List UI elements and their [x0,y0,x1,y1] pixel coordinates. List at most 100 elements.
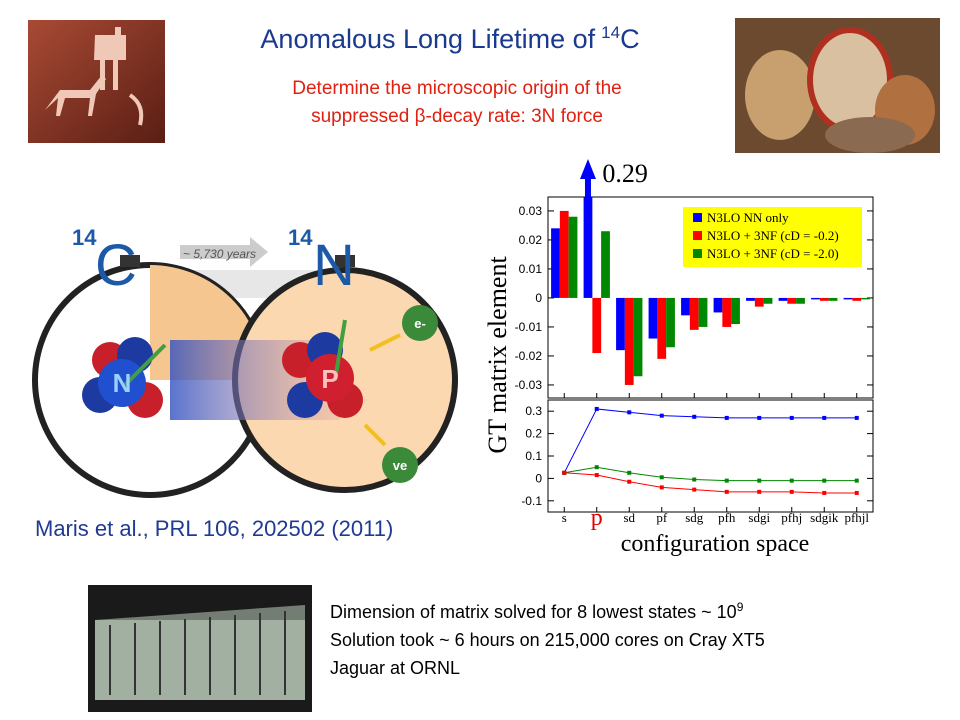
bar [763,297,773,304]
note: Jaguar at ORNL [330,658,460,678]
bar [796,297,805,304]
legend-label: N3LO + 3NF (cD = -2.0) [707,246,839,261]
half-life: ~ 5,730 years [183,247,256,261]
x-tick-label: sd [623,510,635,525]
decay-illustration [32,237,458,498]
bar [828,297,838,301]
y-axis-label: GT matrix element [483,256,512,454]
note-superscript: 9 [737,600,744,614]
x-tick-label: pfh [718,510,736,525]
bar [681,297,690,316]
petroglyph-image [28,20,165,143]
point [627,410,632,415]
point [789,415,794,420]
legend-swatch [693,249,702,258]
y-tick-label: 0.03 [519,204,543,218]
x-tick-label: pfhj [781,510,802,525]
point [822,478,827,483]
point [627,479,632,484]
line-series [564,472,857,494]
point [594,406,599,411]
point [822,490,827,495]
neutron-label: N [113,368,132,398]
point [854,415,859,420]
bar [633,297,643,377]
x-tick-label: sdg [685,510,704,525]
point [692,477,697,482]
point [562,470,567,475]
point [594,473,599,478]
bar [722,297,732,327]
bar [698,297,708,327]
overflow-arrow [579,159,596,199]
bar [819,297,829,301]
point [757,415,762,420]
point [659,413,664,418]
x-tick-label: pfhjl [844,510,869,525]
point [692,414,697,419]
citation: Maris et al., PRL 106, 202502 (2011) [35,516,393,541]
note: Dimension of matrix solved for 8 lowest … [330,600,744,622]
point [659,485,664,490]
y-tick-label: 0.3 [525,404,542,418]
bar [731,297,740,325]
x-axis-label: configuration space [621,531,810,557]
value-label: 0.29 [602,159,648,188]
bar [616,297,625,351]
bars [551,197,870,385]
bar [778,297,788,301]
point [854,478,859,483]
bar [648,297,658,339]
legend-label: N3LO + 3NF (cD = -0.2) [707,228,839,243]
note-text: Dimension of matrix solved for 8 lowest … [330,602,737,622]
x-tick-label: p [591,505,603,531]
bar [583,197,593,298]
bar [787,297,797,304]
y-tick-label: 0.02 [519,233,543,247]
title-text: Anomalous Long Lifetime of [260,24,595,54]
line-series [563,408,857,474]
bar [666,297,675,348]
bar [811,297,820,300]
point [659,475,664,480]
daughter-symbol: N [313,233,355,298]
note: Solution took ~ 6 hours on 215,000 cores… [330,630,765,650]
x-tick-label: s [562,510,567,525]
bar [861,297,870,300]
bar [559,210,569,298]
x-tick-label: sdgik [810,510,839,525]
y-tick-label: -0.02 [515,349,543,363]
y-tick-label: 0.2 [525,427,542,441]
y-tick-label: 0 [535,471,542,485]
neutrino-label: ve [393,458,407,473]
gt-chart: -0.03 -0.02 -0.01 0 0.01 0.02 0.03 0.29 N3LO NN … [483,159,874,557]
title-element: C [620,24,640,54]
bar [843,297,853,300]
y-tick-label: 0.01 [519,262,543,276]
point [594,465,599,470]
title-superscript: 14 [601,23,620,42]
y-tick-label: -0.1 [521,494,542,508]
bar [713,297,723,313]
y-tick-label: 0 [535,291,542,305]
point [757,478,762,483]
bar [592,297,602,354]
y-tick-label: -0.03 [515,378,543,392]
bar [624,297,634,385]
point [724,415,729,420]
point [854,490,859,495]
legend-swatch [693,231,702,240]
daughter-mass: 14 [288,225,313,250]
point [789,478,794,483]
proton-label: P [321,364,338,394]
bar [689,297,699,330]
point [822,415,827,420]
x-tick-label: pf [656,510,668,525]
line-series [564,466,857,482]
subtitle-line: Determine the microscopic origin of the [292,78,621,99]
bar [852,297,862,301]
y-tick-label: -0.01 [515,320,543,334]
subtitle-line: suppressed β-decay rate: 3N force [311,106,603,127]
bar [746,297,755,301]
